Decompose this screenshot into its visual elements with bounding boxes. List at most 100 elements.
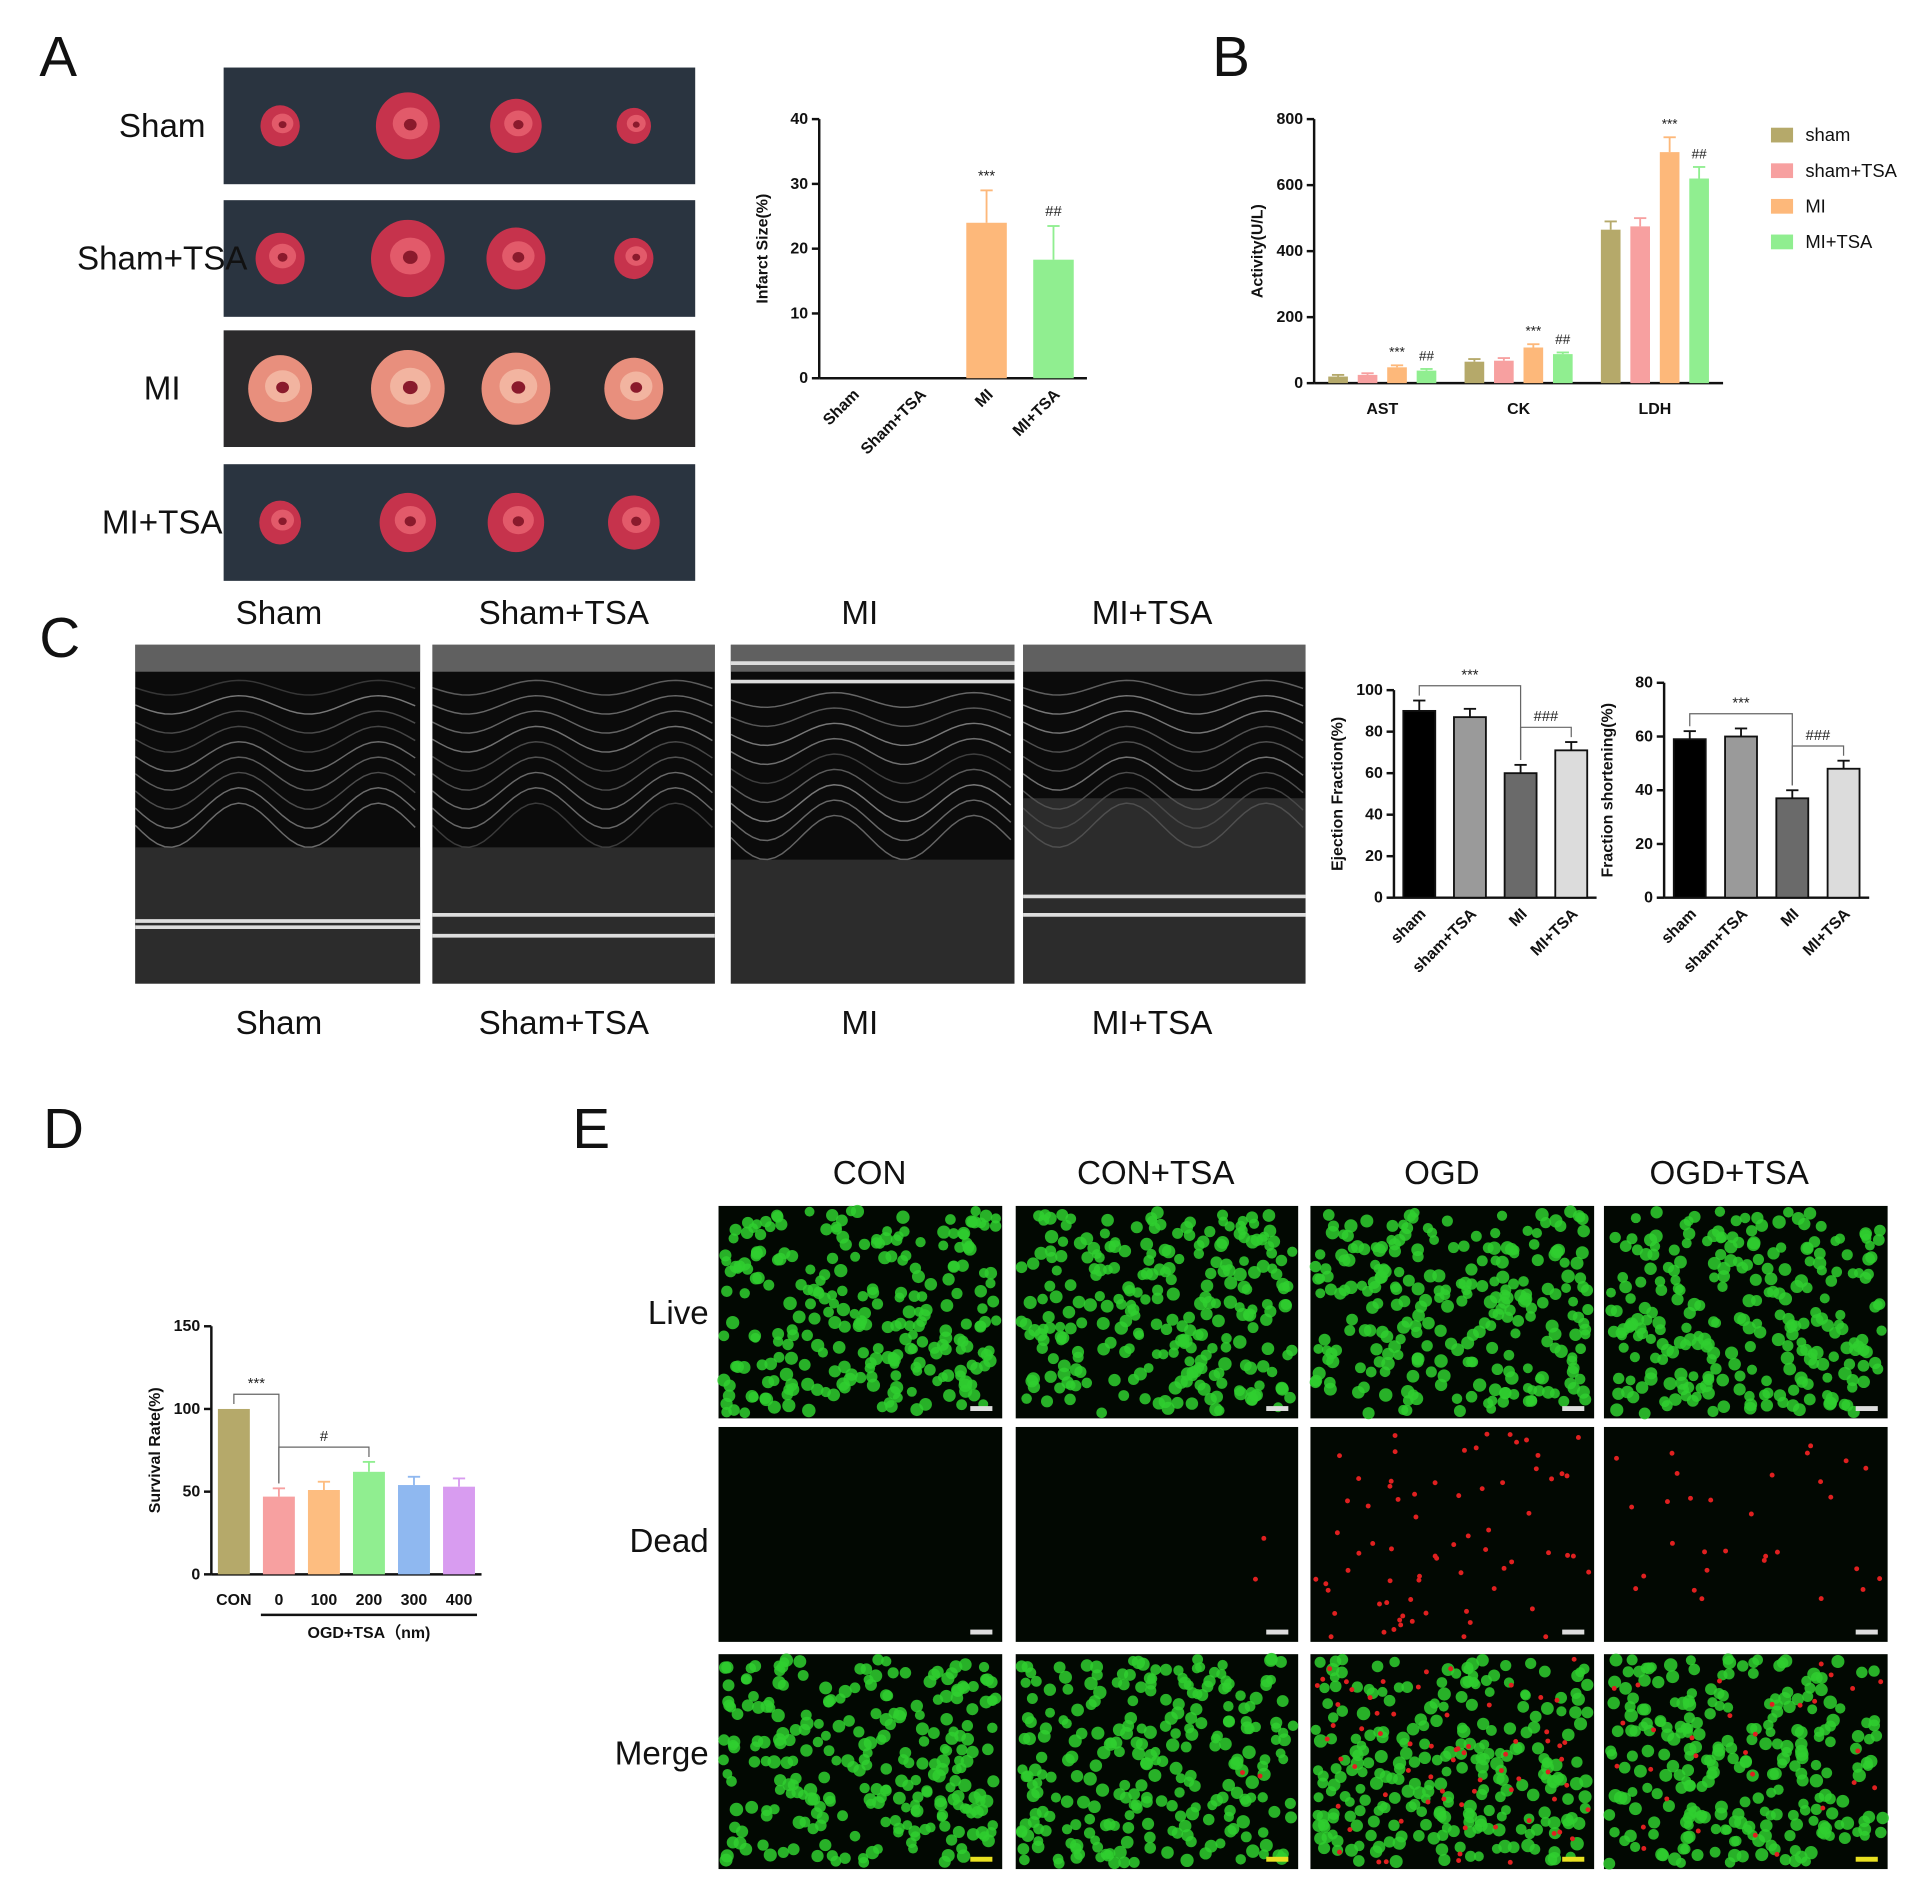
live-cell [979,1695,993,1709]
live-cell [1529,1710,1542,1723]
live-cell [811,1849,824,1863]
dead-cell [1417,1573,1422,1579]
live-cell [1237,1225,1248,1236]
dead-cell [1565,1552,1571,1558]
live-cell [887,1667,899,1679]
live-cell [1434,1378,1448,1392]
live-cell [1659,1768,1673,1782]
live-cell [940,1299,954,1312]
live-cell [1618,1342,1629,1353]
live-cell [1631,1312,1645,1327]
live-cell [1049,1290,1063,1304]
live-cell [1064,1322,1077,1335]
live-cell [1406,1369,1420,1383]
dead-cell [1820,1805,1826,1811]
live-cell [1074,1365,1087,1379]
live-cell [1330,1763,1342,1775]
live-cell [830,1221,842,1233]
echo-wave [1022,694,1304,715]
live-cell [1483,1804,1495,1817]
echo-bottom-label: MI+TSA [1092,1005,1214,1042]
live-cell [1783,1362,1797,1376]
live-cell [1032,1777,1043,1788]
live-cell [1276,1277,1290,1292]
row-label: Sham+TSA [77,241,248,278]
live-cell [1204,1392,1217,1406]
live-cell [843,1372,857,1387]
live-cell [1242,1745,1256,1759]
live-cell [1247,1304,1258,1315]
live-cell [1204,1226,1216,1238]
live-cell [1285,1811,1297,1824]
live-cell [1310,1724,1321,1735]
live-cell [1472,1378,1487,1392]
live-cell [1045,1707,1056,1718]
heart-lumen [404,516,416,527]
live-cell [1500,1291,1514,1305]
live-cell [1195,1662,1206,1673]
live-cell [1438,1853,1451,1867]
live-cell [832,1719,846,1733]
dead-cell [1872,1785,1878,1791]
live-cell [1472,1325,1486,1339]
live-cell [1113,1293,1124,1305]
live-cell [1382,1347,1395,1361]
live-cell [1497,1396,1509,1408]
significance: ## [1045,204,1062,220]
live-cell [1020,1677,1031,1688]
dead-cell [1439,1788,1445,1794]
live-cell [1496,1210,1508,1221]
scale-bar [970,1406,993,1412]
live-cell [1064,1393,1076,1406]
live-cell [718,1330,730,1342]
live-cell [1465,1278,1478,1290]
live-cell [1401,1316,1413,1328]
live-cell [1401,1784,1415,1798]
dead-cell [1448,1666,1454,1672]
dead-cell [1400,1613,1406,1619]
x-tick-label: CON [216,1592,251,1609]
live-cell [872,1343,884,1354]
bracket [233,1393,280,1484]
dead-cell [1693,1753,1699,1759]
live-cell [834,1263,848,1278]
significance: ### [1806,728,1831,744]
live-cell [1663,1658,1678,1672]
dead-cell [1451,1542,1457,1548]
live-cell [1490,1757,1504,1771]
live-cell [1816,1357,1830,1371]
live-cell [1648,1816,1661,1829]
live-cell [1170,1728,1181,1739]
live-cell [1655,1716,1666,1727]
live-cell [731,1708,744,1720]
live-cell [1830,1236,1841,1247]
dead-cell [1774,1549,1780,1555]
dead-cell [1546,1550,1551,1556]
live-cell [1176,1320,1189,1333]
dead-cell [1508,1787,1514,1793]
live-cell [729,1223,742,1236]
live-cell [1576,1212,1589,1226]
live-cell [1101,1213,1114,1227]
live-cell [1150,1746,1161,1757]
live-cell [1549,1758,1563,1772]
live-cell [1753,1325,1767,1339]
dead-cell [1562,1740,1568,1746]
live-cell [1434,1324,1447,1337]
live-cell [921,1785,933,1797]
live-cell [1535,1371,1549,1385]
dead-cell [1812,1698,1818,1704]
live-cell [1825,1275,1838,1287]
live-cell [828,1315,842,1330]
live-cell [909,1262,922,1275]
row-label: Sham [119,108,206,145]
live-cell [939,1331,953,1345]
live-cell [1045,1771,1057,1783]
live-cell [876,1401,888,1413]
dead-cell [1479,1486,1485,1492]
echo-wave [730,707,1012,728]
live-cell [801,1329,813,1342]
echo-image [1023,644,1306,984]
live-cell [1870,1730,1883,1742]
scale-bar [1266,1856,1289,1862]
